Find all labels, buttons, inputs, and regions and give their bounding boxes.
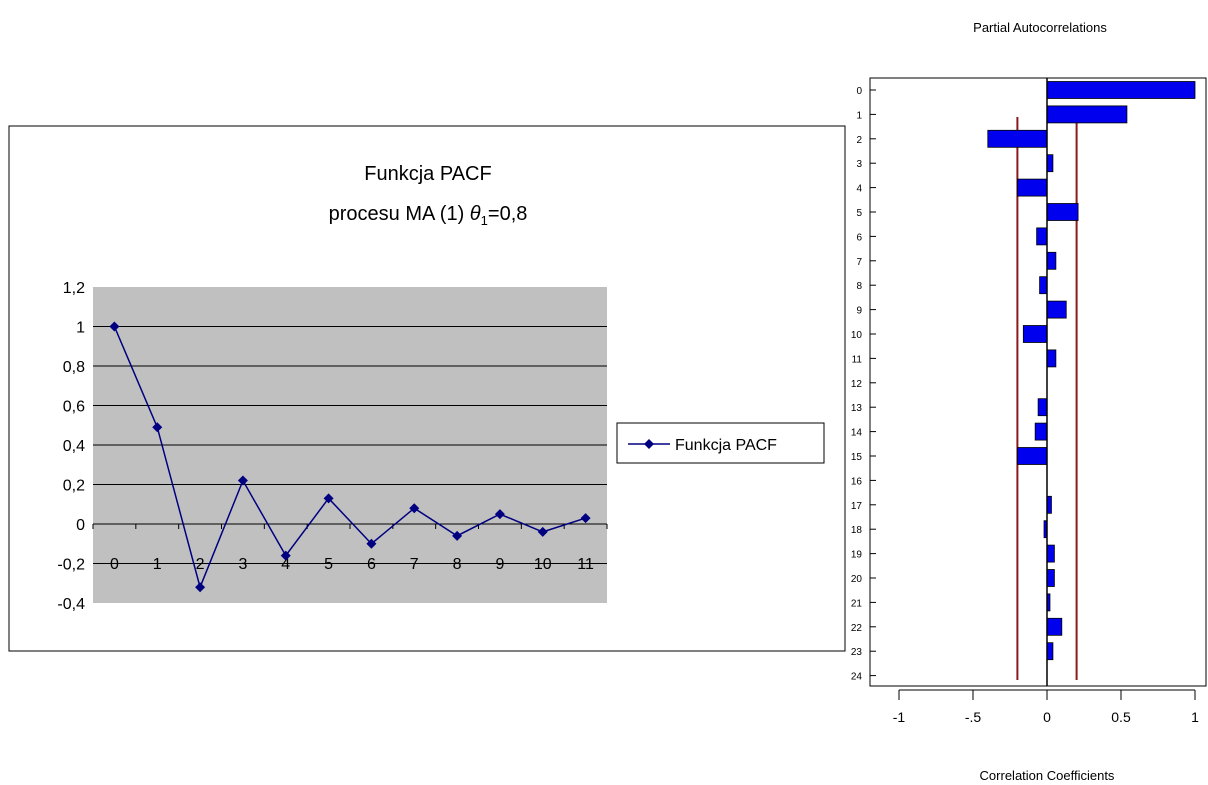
legend-marker [644,439,654,449]
x-tick-label: 10 [534,556,552,573]
pacf-bar [1046,105,1128,124]
data-point [237,475,248,486]
lag-label: 17 [851,501,863,512]
x-tick-label: 2 [196,556,205,573]
lag-label: 3 [856,159,862,170]
data-point [366,538,377,549]
legend-label: Funkcja PACF [675,437,777,454]
chart-title-line2: procesu MA (1) θ1=0,8 [329,203,528,228]
pacf-bar [1046,642,1054,661]
y-tick-label: 0,6 [63,399,85,416]
pacf-bar [1017,447,1048,465]
data-point [452,530,463,541]
data-point [409,503,420,514]
x-tick-label: 9 [495,556,504,573]
x-axis: 0 1 2 3 4 5 6 7 8 9 10 11 [92,523,608,573]
lag-label: 15 [851,452,863,463]
x-axis-label: Correlation Coefficients [980,768,1115,783]
pacf-bar [1046,617,1063,636]
y-tick-label: -0,2 [57,557,85,574]
x-tick-label: 8 [453,556,462,573]
chart-title-line1: Funkcja PACF [364,163,491,185]
x-tick-label: 5 [324,556,333,573]
chart-title: Partial Autocorrelations [973,20,1107,35]
pacf-bar [1046,544,1055,563]
pacf-bar [1046,300,1067,319]
x-tick-label: -.5 [965,709,982,725]
x-tick-label: 1 [153,556,162,573]
lag-label: 5 [856,208,862,219]
data-point [152,422,163,433]
pacf-bar [1036,227,1048,246]
y-tick-label: 0 [76,517,85,534]
lag-label: 16 [851,476,863,487]
lag-label: 14 [851,428,863,439]
lag-label: 24 [851,672,863,683]
x-tick-label: -1 [893,709,906,725]
pacf-bars [987,81,1196,661]
x-tick-label: 7 [410,556,419,573]
pacf-bar [1046,569,1055,587]
partial-autocorrelations-chart: Partial Autocorrelations 012345678910111… [851,20,1207,783]
y-tick-label: 0,8 [63,359,85,376]
lag-label: 7 [856,257,862,268]
y-tick-label: -0,4 [57,596,85,613]
x-tick-label: 0 [110,556,119,573]
lag-label: 20 [851,574,863,585]
pacf-bar [987,129,1048,148]
pacf-bar [1046,203,1079,221]
data-point [280,550,291,561]
data-point [494,509,505,520]
x-tick-label: 1 [1191,709,1199,725]
plot-frame [869,77,1207,687]
lag-label: 6 [856,232,862,243]
data-point [323,493,334,504]
x-tick-label: 0 [1043,709,1051,725]
lag-label: 12 [851,379,863,390]
pacf-bar [1046,251,1057,270]
data-point [580,513,591,524]
pacf-bar [1039,276,1048,295]
lag-label: 4 [856,184,862,195]
pacf-bar [1037,398,1048,417]
lag-label: 23 [851,647,863,658]
series-funkcja-pacf [109,321,591,593]
lag-label: 13 [851,403,863,414]
lag-label: 22 [851,623,863,634]
pacf-line-chart: Funkcja PACF procesu MA (1) θ1=0,8 1,210… [8,125,846,652]
x-tick-label: 11 [577,556,594,573]
y-tick-label: 0,2 [63,478,85,495]
lag-label: 19 [851,550,863,561]
lag-label: 11 [852,354,863,365]
lag-label: 10 [851,330,863,341]
data-point [109,321,120,332]
y-tick-label: 0,4 [63,438,85,455]
pacf-bar [1034,422,1048,441]
lag-label: 0 [856,86,862,97]
series-line [113,326,586,590]
lag-label: 21 [851,598,863,609]
lag-label: 18 [851,525,863,536]
y-tick-labels: 1,2 1 0,8 0,6 0,4 0,2 0 -0,2 -0,4 [57,280,85,613]
pacf-bar [1046,154,1054,173]
x-tick-label: 3 [238,556,247,573]
x-tick-label: 4 [281,556,290,573]
lag-label: 1 [856,110,862,121]
pacf-bar [1022,325,1048,343]
data-point [537,526,548,537]
x-tick-label: 6 [367,556,376,573]
y-tick-label: 1,2 [63,280,85,297]
x-tick-label: 0.5 [1111,709,1131,725]
pacf-bar [1046,349,1057,368]
lag-label: 9 [856,306,862,317]
lag-label: 2 [856,135,862,146]
correlation-axis: -1 -.5 0 0.5 1 [893,689,1199,725]
data-point [195,582,206,593]
pacf-bar [1046,81,1196,99]
pacf-bar [1017,178,1048,197]
lag-label: 8 [856,281,862,292]
y-tick-label: 1 [76,320,85,337]
